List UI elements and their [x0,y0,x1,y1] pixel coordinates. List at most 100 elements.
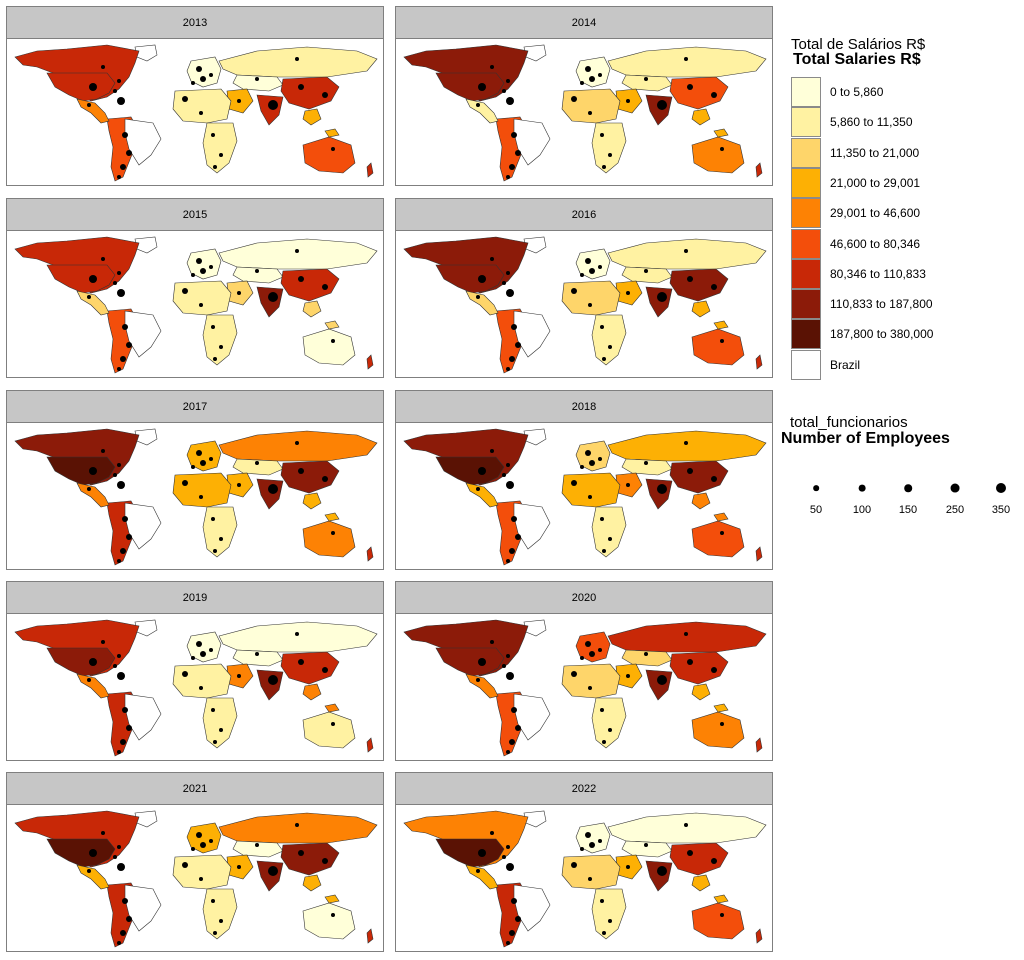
region-africa-south [591,314,627,366]
employee-dot [117,481,125,489]
employee-dot [199,877,203,881]
employee-dot [199,111,203,115]
employee-dot [209,73,213,77]
employee-dot [191,847,195,851]
employee-dot [117,559,121,563]
employee-dot [509,930,515,936]
region-usa [435,264,505,294]
panel-year-label: 2018 [396,391,772,423]
employee-dot [600,708,604,712]
employee-dot [476,487,480,491]
employee-dot [237,99,241,103]
employee-dot [720,913,724,917]
employee-dot [511,132,517,138]
employee-dot [117,79,121,83]
employee-dot [87,678,91,682]
fill-legend-swatch [791,319,821,350]
employee-dot [509,739,515,745]
employee-dot [602,931,606,935]
employee-dot [476,295,480,299]
employee-dot [200,460,206,466]
employee-dot [255,77,259,81]
world-map [403,44,767,182]
fill-legend-item: 110,833 to 187,800 [791,289,933,320]
region-new-zealand [755,737,763,753]
region-india [645,478,673,510]
employee-dot [89,467,97,475]
region-new-zealand [366,354,374,370]
fill-legend-label: 11,350 to 21,000 [830,145,920,160]
employee-dot [580,465,584,469]
employee-dot [322,858,328,864]
employee-dot [644,77,648,81]
region-new-zealand [366,928,374,944]
employee-dot [598,648,602,652]
fill-legend-item: 11,350 to 21,000 [791,137,920,168]
employee-dot [502,473,506,477]
employee-dot [117,463,121,467]
employee-dot [87,295,91,299]
employee-dot [506,175,510,179]
employee-dot [585,450,591,456]
fill-legend-item: 187,800 to 380,000 [791,319,933,350]
fill-legend-label: 110,833 to 187,800 [830,297,933,312]
region-australia [691,136,745,174]
map-panel: 2021 [6,772,384,952]
region-central-america [465,673,499,699]
employee-dot [182,862,188,868]
employee-dot [490,449,494,453]
employee-dot [580,81,584,85]
region-southeast-asia [302,492,340,522]
region-russia [607,812,767,844]
world-map [403,619,767,757]
employee-dot [268,675,278,685]
region-central-asia [621,840,673,858]
employee-dot [213,165,217,169]
employee-dot [113,855,117,859]
region-usa [435,647,505,677]
employee-dot [237,865,241,869]
employee-dot [237,483,241,487]
fill-legend-title-en: Total Salaries R$ [793,51,921,68]
employee-dot [490,640,494,644]
region-usa [46,456,116,486]
region-usa [46,647,116,677]
fill-legend-label: 29,001 to 46,600 [830,206,921,221]
employee-dot [506,367,510,371]
region-new-zealand [755,354,763,370]
employee-dot [657,675,667,685]
employee-dot [589,842,595,848]
employee-dot [502,664,506,668]
employee-dot [199,686,203,690]
region-africa-south [591,888,627,940]
fill-legend-swatch [791,77,821,107]
employee-dot [608,345,612,349]
region-usa [435,72,505,102]
region-china [669,76,729,110]
region-europe [575,631,611,663]
fill-legend-item: 21,000 to 29,001 [791,167,920,198]
employee-dot [490,257,494,261]
employee-dot [506,289,514,297]
employee-dot [506,672,514,680]
employee-dot [199,495,203,499]
size-legend-title-var: total_funcionarios [790,414,908,431]
region-australia [302,902,356,940]
employee-dot [182,480,188,486]
employee-dot [331,339,335,343]
employee-dot [711,858,717,864]
employee-dot [298,84,304,90]
region-central-asia [232,649,284,667]
region-australia [302,711,356,749]
region-central-america [465,290,499,316]
panel-year-label: 2016 [396,199,772,231]
employee-dot [295,249,299,253]
region-africa-south [591,506,627,558]
employee-dot [101,449,105,453]
employee-dot [122,707,128,713]
employee-dot [644,461,648,465]
employee-dot [122,132,128,138]
employee-dot [87,487,91,491]
employee-dot [211,517,215,521]
fill-legend-label: 46,600 to 80,346 [830,236,921,251]
